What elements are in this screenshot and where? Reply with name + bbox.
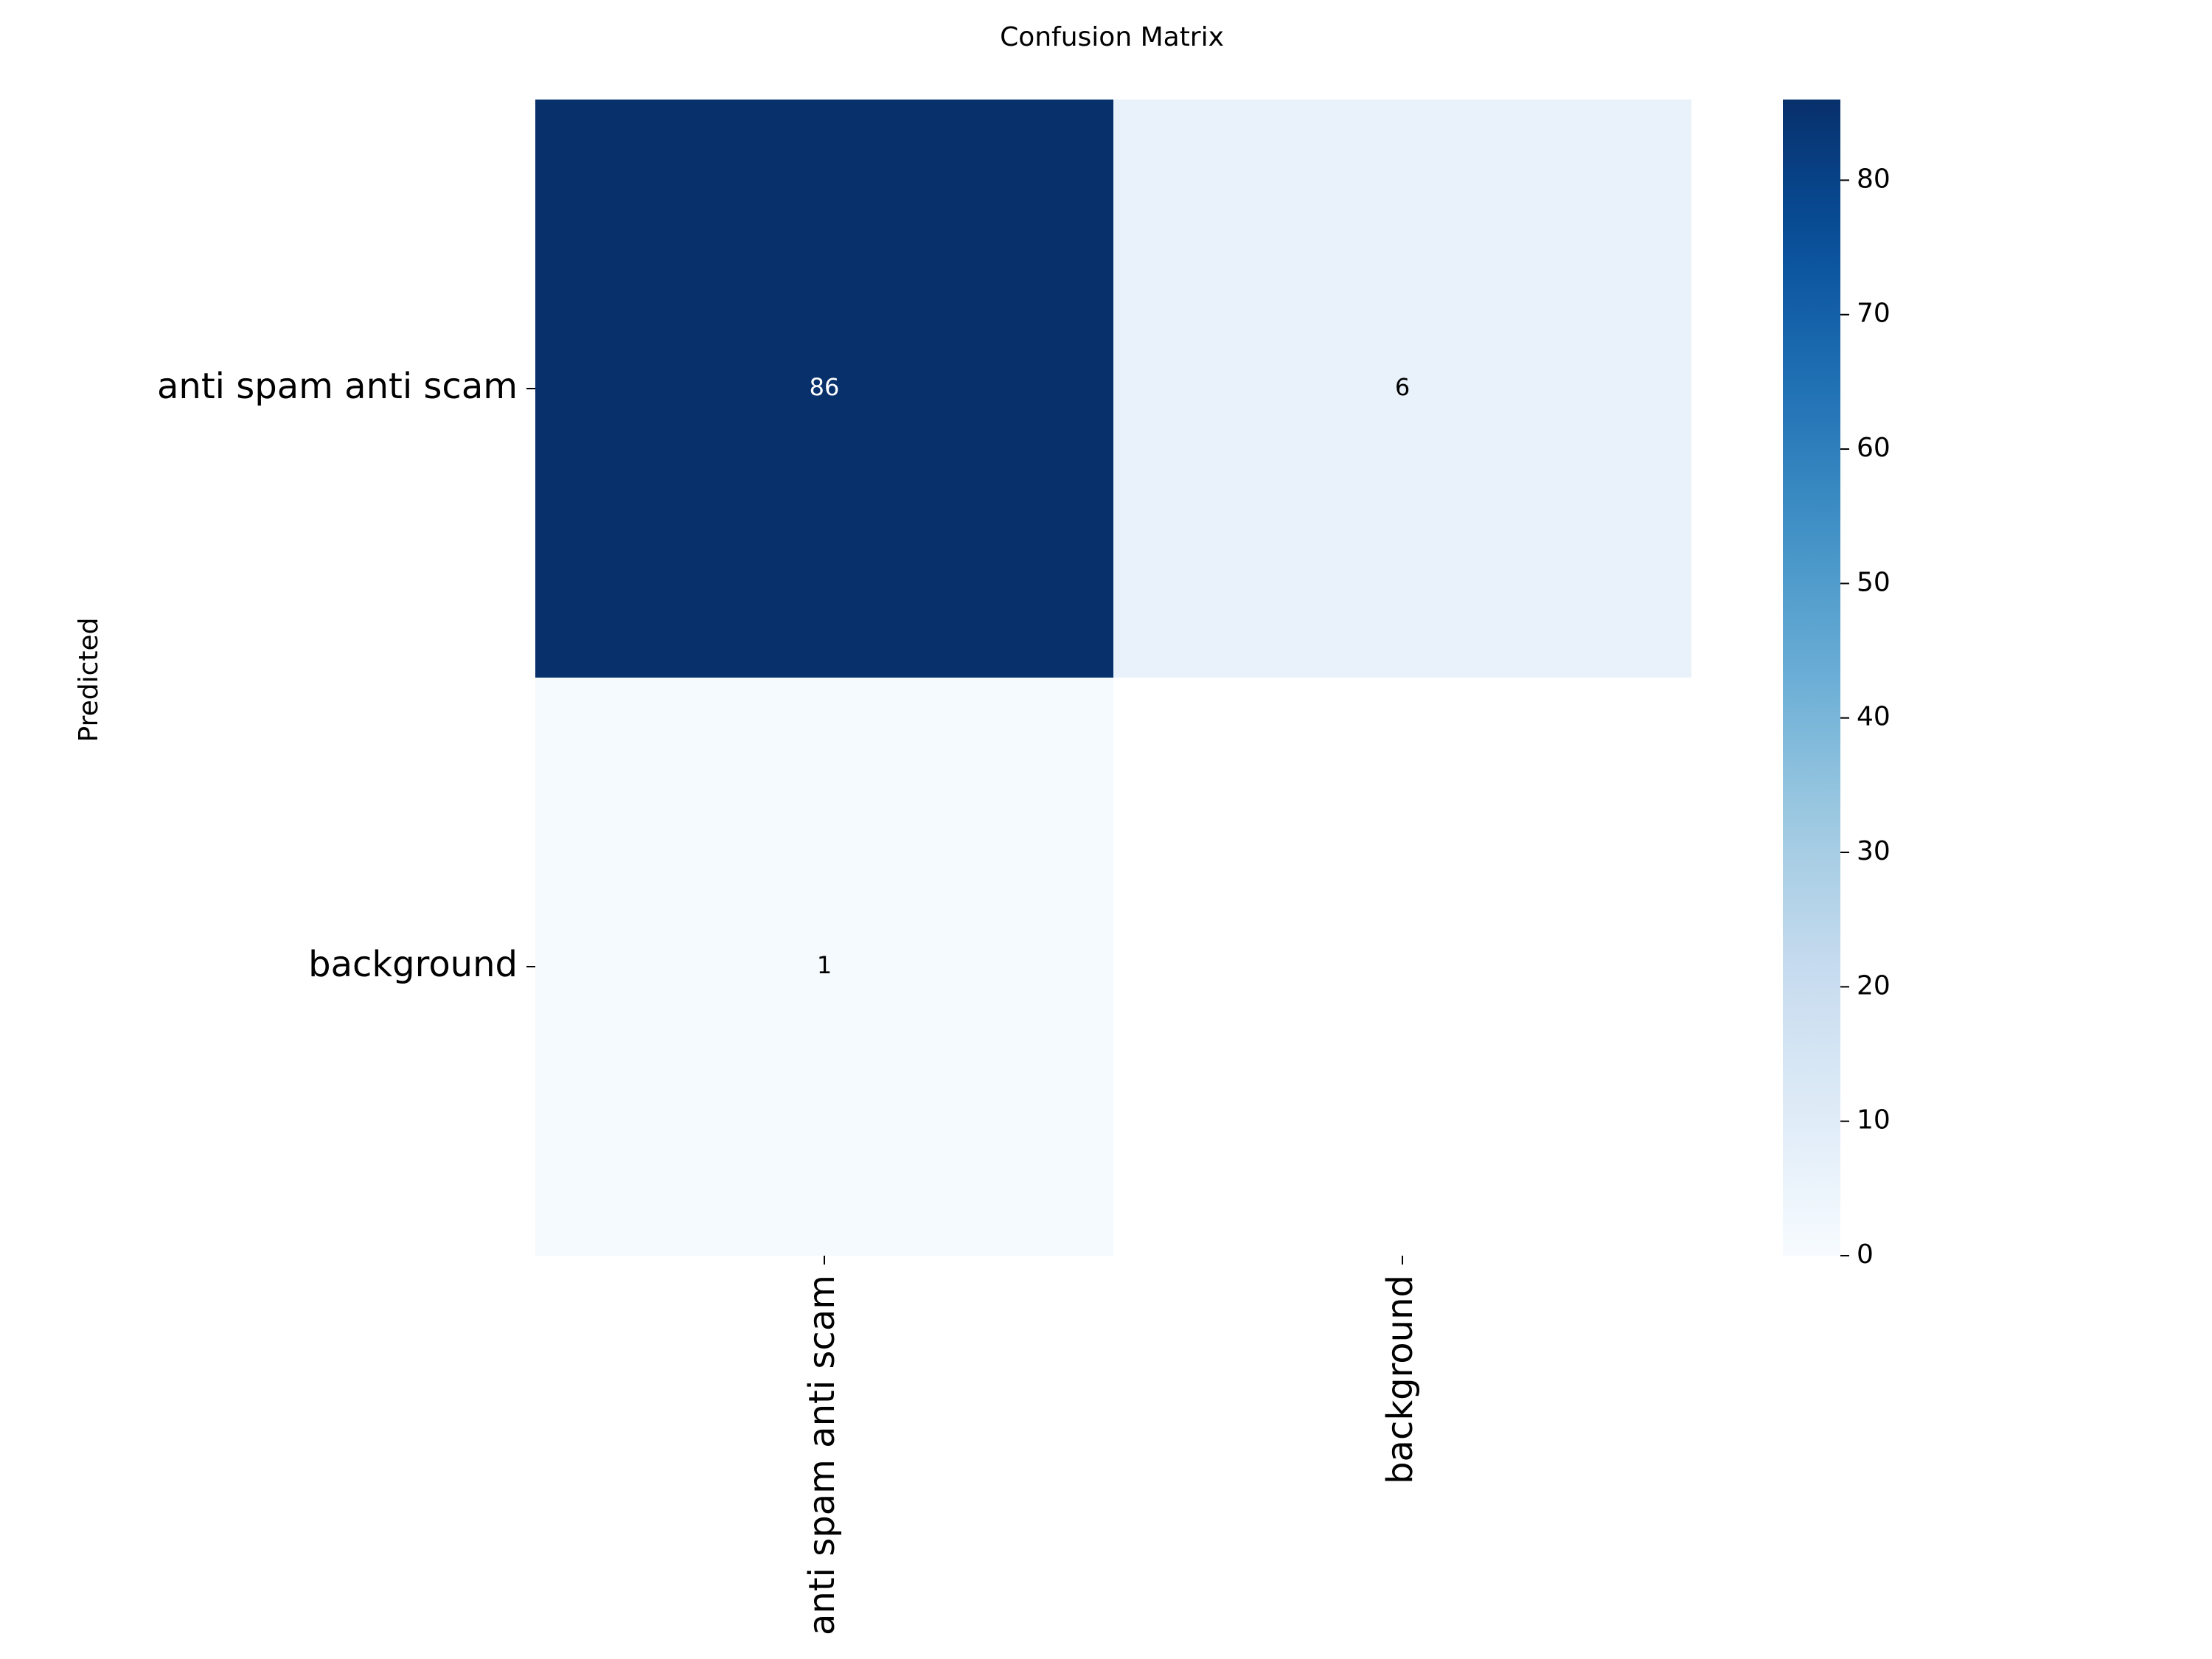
cell-value-r0-c1: 6: [1395, 373, 1410, 401]
heatmap-cell-r1-c0: [535, 678, 1113, 1256]
colorbar-tick-label-3: 30: [1857, 836, 1891, 866]
colorbar-tick-label-7: 70: [1857, 299, 1891, 329]
heatmap-cell-r0-c0: [535, 100, 1113, 678]
heatmap-cells: [535, 100, 1691, 1256]
colorbar-tick-label-1: 10: [1857, 1105, 1891, 1135]
cell-value-r0-c0: 86: [810, 373, 840, 401]
x-tick-label-1: background: [1380, 1275, 1421, 1484]
x-axis-ticks: anti spam anti scam background: [801, 1256, 1421, 1635]
colorbar-tick-label-0: 0: [1857, 1239, 1874, 1270]
chart-title: Confusion Matrix: [1000, 22, 1224, 52]
colorbar-tick-label-6: 60: [1857, 433, 1891, 463]
cell-value-r1-c0: 1: [817, 951, 832, 979]
colorbar-tick-label-5: 50: [1857, 567, 1891, 597]
colorbar-ticks: 0 10 20 30 40 50 60 70 80: [1840, 164, 1891, 1270]
colorbar-tick-label-8: 80: [1857, 164, 1891, 194]
y-tick-label-1: background: [308, 944, 518, 985]
y-axis-label: Predicted: [74, 618, 104, 742]
colorbar: [1783, 100, 1840, 1256]
cell-value-labels: 86 6 1: [810, 373, 1411, 979]
x-tick-label-0: anti spam anti scam: [801, 1275, 843, 1635]
y-axis-ticks: anti spam anti scam background: [157, 366, 535, 985]
y-tick-label-0: anti spam anti scam: [157, 366, 518, 407]
colorbar-tick-label-4: 40: [1857, 702, 1891, 732]
heatmap-cell-r0-c1: [1113, 100, 1691, 678]
colorbar-tick-label-2: 20: [1857, 970, 1891, 1001]
